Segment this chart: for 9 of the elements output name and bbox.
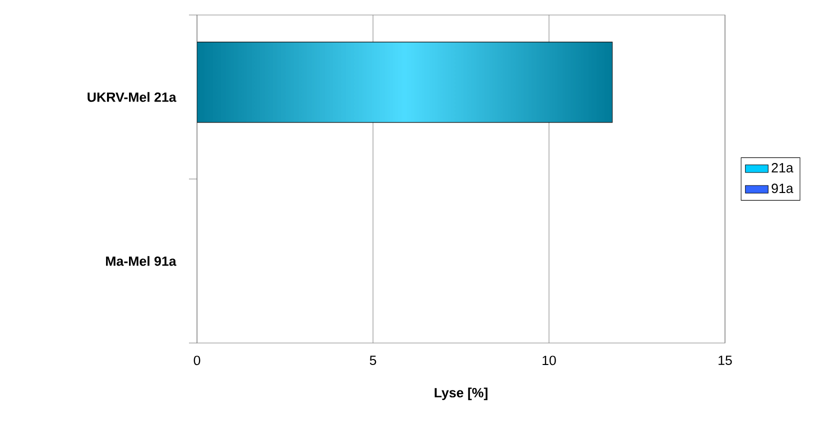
x-tick-label: 15 [718, 356, 732, 366]
y-tick-label: Ma-Mel 91a [106, 256, 176, 266]
x-tick-label: 0 [194, 356, 200, 366]
y-tick-label: UKRV-Mel 21a [88, 92, 176, 102]
x-axis-title: Lyse [%] [434, 388, 488, 400]
legend-label: 21a [772, 163, 794, 172]
legend-label: 91a [772, 184, 794, 194]
x-tick-label: 5 [370, 356, 376, 366]
x-tick-label: 10 [542, 356, 556, 366]
